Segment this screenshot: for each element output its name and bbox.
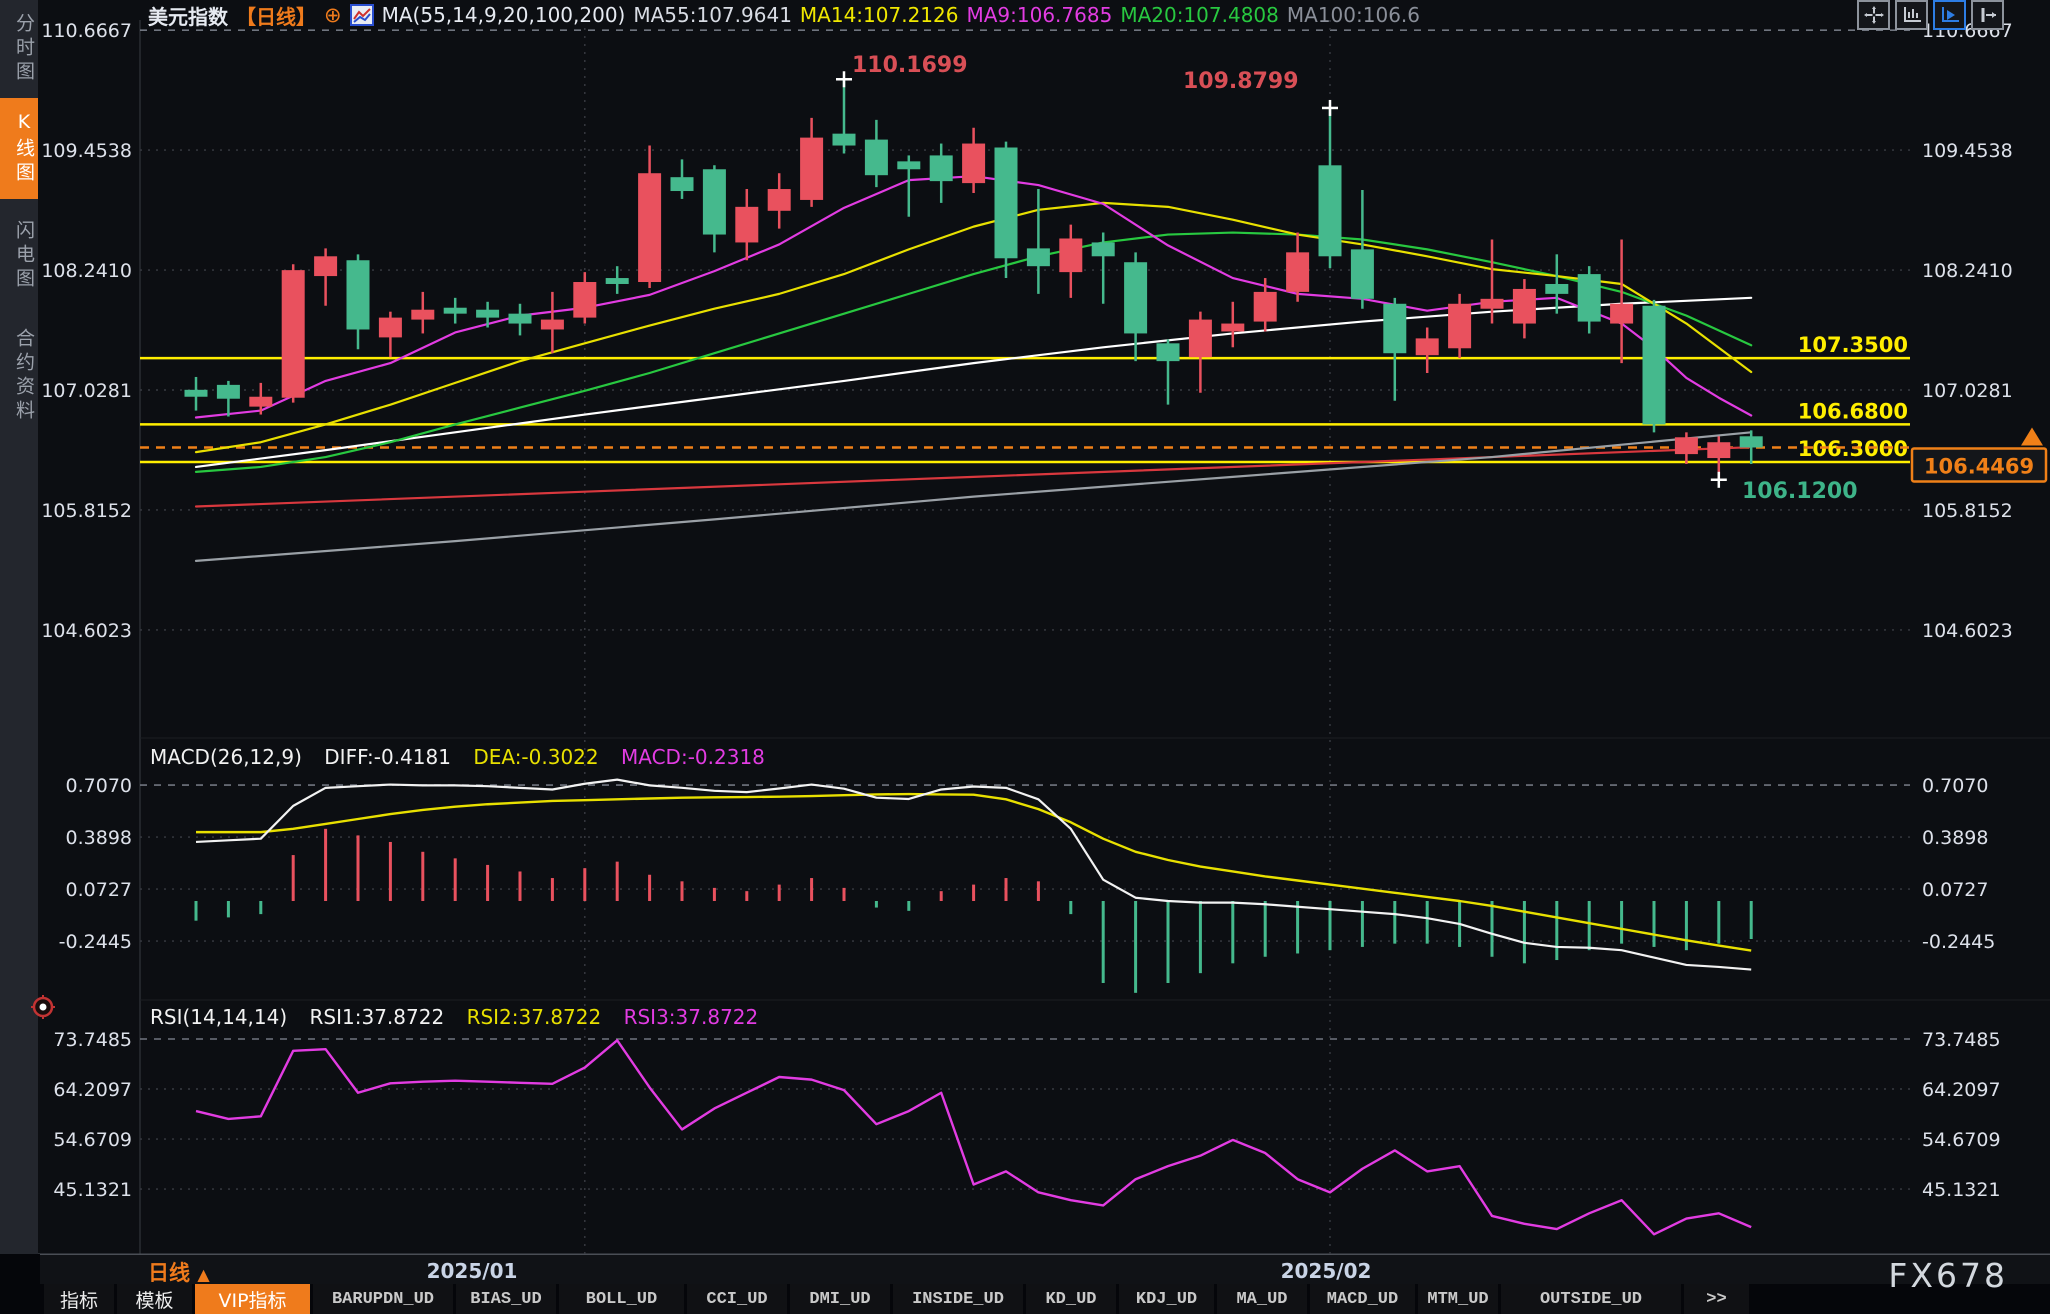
- indicator-target-icon[interactable]: [31, 995, 55, 1023]
- svg-text:107.3500: 107.3500: [1798, 333, 1908, 357]
- svg-text:73.7485: 73.7485: [1922, 1029, 2001, 1051]
- svg-text:45.1321: 45.1321: [53, 1179, 132, 1201]
- svg-text:110.1699: 110.1699: [852, 53, 968, 78]
- indicator-tab-12[interactable]: MACD_UD: [1310, 1284, 1415, 1314]
- ma20-value: MA20:107.4808: [1120, 3, 1279, 27]
- sidebar-item-3[interactable]: 合约资料: [13, 328, 35, 424]
- ma9-value: MA9:106.7685: [966, 3, 1113, 27]
- svg-text:106.4469: 106.4469: [1924, 454, 2034, 478]
- svg-text:-0.2445: -0.2445: [1922, 931, 1995, 953]
- macd-diff-value: DIFF:-0.4181: [324, 745, 451, 769]
- indicator-tab-14[interactable]: OUTSIDE_UD: [1501, 1284, 1681, 1314]
- svg-text:45.1321: 45.1321: [1922, 1179, 2001, 1201]
- svg-text:109.8799: 109.8799: [1183, 69, 1299, 94]
- timeframe-selector[interactable]: 日线 ▲: [148, 1257, 210, 1287]
- macd-dea-value: DEA:-0.3022: [473, 745, 599, 769]
- month-label-0: 2025/01: [426, 1259, 518, 1283]
- sidebar-item-0[interactable]: 分时图: [13, 13, 35, 85]
- timeframe-text: 日线: [148, 1261, 190, 1285]
- header-toolbar: [1857, 0, 2042, 30]
- left-sidebar: 分时图 K线图闪电图合约资料: [0, 0, 38, 1254]
- rsi2-value: RSI2:37.8722: [466, 1005, 602, 1029]
- add-indicator-icon[interactable]: ⊕: [324, 3, 342, 27]
- rsi-params: RSI(14,14,14): [150, 1005, 288, 1029]
- indicator-tab-8[interactable]: INSIDE_UD: [893, 1284, 1023, 1314]
- macd-value: MACD:-0.2318: [621, 745, 765, 769]
- mini-chart-icon[interactable]: [349, 4, 374, 26]
- indicator-tab-6[interactable]: CCI_UD: [687, 1284, 787, 1314]
- indicator-tab-13[interactable]: MTM_UD: [1418, 1284, 1498, 1314]
- svg-text:104.6023: 104.6023: [41, 620, 132, 642]
- pan-move-icon[interactable]: [1857, 0, 1890, 30]
- svg-text:108.2410: 108.2410: [41, 260, 132, 282]
- indicator-tab-9[interactable]: KD_UD: [1026, 1284, 1116, 1314]
- indicator-tab-0[interactable]: 指标: [44, 1284, 114, 1314]
- auto-scroll-icon[interactable]: [1933, 0, 1966, 30]
- axis-scale-icon[interactable]: [1895, 0, 1928, 30]
- ma55-value: MA55:107.9641: [633, 3, 792, 27]
- macd-label-row: MACD(26,12,9) DIFF:-0.4181 DEA:-0.3022 M…: [150, 745, 781, 769]
- indicator-tab-3[interactable]: BARUPDN_UD: [313, 1284, 453, 1314]
- svg-text:54.6709: 54.6709: [53, 1129, 132, 1151]
- svg-text:107.0281: 107.0281: [1922, 380, 2013, 402]
- svg-text:0.0727: 0.0727: [66, 879, 132, 901]
- sidebar-item-2[interactable]: 闪电图: [13, 220, 35, 292]
- svg-text:104.6023: 104.6023: [1922, 620, 2013, 642]
- indicator-tab-4[interactable]: BIAS_UD: [456, 1284, 556, 1314]
- svg-text:0.0727: 0.0727: [1922, 879, 1988, 901]
- svg-text:110.6667: 110.6667: [41, 20, 132, 42]
- indicator-tab-1[interactable]: 模板: [117, 1284, 192, 1314]
- svg-text:0.7070: 0.7070: [1922, 775, 1988, 797]
- indicator-tab-2[interactable]: VIP指标: [195, 1284, 310, 1314]
- svg-text:64.2097: 64.2097: [53, 1079, 132, 1101]
- watermark: FX678: [1888, 1256, 2008, 1295]
- ma14-value: MA14:107.2126: [799, 3, 959, 27]
- svg-text:108.2410: 108.2410: [1922, 260, 2013, 282]
- svg-text:0.3898: 0.3898: [66, 827, 132, 849]
- rsi3-value: RSI3:37.8722: [623, 1005, 759, 1029]
- exit-right-icon[interactable]: [1971, 0, 2004, 30]
- ma-params-label: MA(55,14,9,20,100,200): [381, 3, 626, 27]
- symbol-title: 美元指数: [148, 4, 228, 29]
- month-label-1: 2025/02: [1280, 1259, 1372, 1283]
- svg-text:109.4538: 109.4538: [41, 140, 132, 162]
- timeframe-badge[interactable]: 【日线】: [236, 4, 316, 29]
- svg-text:106.6800: 106.6800: [1798, 399, 1908, 423]
- svg-text:109.4538: 109.4538: [1922, 140, 2013, 162]
- sidebar-bottom-corner: [0, 1254, 40, 1314]
- svg-text:54.6709: 54.6709: [1922, 1129, 2001, 1151]
- ma100-value: MA100:106.6: [1286, 3, 1420, 27]
- svg-text:73.7485: 73.7485: [53, 1029, 132, 1051]
- indicator-tab-bar: 指标 模板 VIP指标 BARUPDN_UD BIAS_UD BOLL_UD CCI_UD D…: [0, 1284, 2050, 1314]
- indicator-tab-10[interactable]: KDJ_UD: [1119, 1284, 1214, 1314]
- svg-text:64.2097: 64.2097: [1922, 1079, 2001, 1101]
- rsi-label-row: RSI(14,14,14) RSI1:37.8722 RSI2:37.8722 …: [150, 1005, 774, 1029]
- svg-text:106.3000: 106.3000: [1798, 437, 1908, 461]
- chart-header: 美元指数 【日线】 ⊕ MA(55,14,9,20,100,200) MA55:…: [38, 0, 2050, 30]
- timeframe-arrow-icon: ▲: [197, 1265, 210, 1284]
- macd-params: MACD(26,12,9): [150, 745, 302, 769]
- indicator-tab-7[interactable]: DMI_UD: [790, 1284, 890, 1314]
- indicator-tab-11[interactable]: MA_UD: [1217, 1284, 1307, 1314]
- indicator-tab-5[interactable]: BOLL_UD: [559, 1284, 684, 1314]
- svg-text:0.7070: 0.7070: [66, 775, 132, 797]
- svg-text:105.8152: 105.8152: [1922, 500, 2013, 522]
- svg-text:105.8152: 105.8152: [41, 500, 132, 522]
- svg-text:0.3898: 0.3898: [1922, 827, 1988, 849]
- svg-text:-0.2445: -0.2445: [59, 931, 132, 953]
- rsi1-value: RSI1:37.8722: [309, 1005, 445, 1029]
- time-axis-row: 日线 ▲ 2025/01 2025/02: [0, 1254, 2050, 1285]
- svg-text:107.0281: 107.0281: [41, 380, 132, 402]
- indicator-tab-15[interactable]: >>: [1684, 1284, 1749, 1314]
- svg-text:106.1200: 106.1200: [1742, 479, 1858, 504]
- sidebar-item-1[interactable]: K线图: [0, 98, 38, 199]
